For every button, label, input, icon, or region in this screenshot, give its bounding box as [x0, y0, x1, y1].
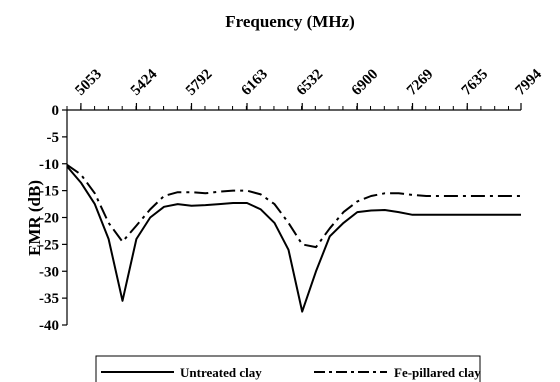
x-tick-label: 5424 [128, 66, 161, 99]
y-axis-title: EMR (dB) [25, 180, 44, 256]
x-tick-label: 6900 [349, 66, 382, 99]
x-axis-ticks: 5053 5424 5792 6163 6532 6900 7269 7635 7994 [66, 66, 546, 110]
y-tick-label: -40 [39, 318, 59, 334]
legend-label-fe-pillared-clay: Fe-pillared clay [394, 365, 481, 380]
x-tick-label: 7269 [404, 66, 437, 99]
y-axis-ticks: 0 -5 -10 -15 -20 -25 -30 -35 -40 [39, 103, 67, 334]
x-tick-label: 5053 [72, 66, 105, 99]
series-line-fe-pillared-clay [66, 163, 521, 249]
y-tick-label: -20 [39, 211, 59, 227]
y-tick-label: -5 [47, 130, 60, 146]
y-tick-label: -10 [39, 157, 59, 173]
series-line-untreated-clay [66, 165, 521, 313]
x-tick-label: 5792 [183, 66, 216, 99]
x-tick-label: 6163 [239, 66, 272, 99]
y-tick-label: -15 [39, 184, 59, 200]
y-tick-label: -35 [39, 291, 59, 307]
legend: Untreated clay Fe-pillared clay [95, 355, 481, 382]
x-tick-label: 7994 [513, 66, 546, 99]
x-tick-label: 7635 [459, 66, 492, 99]
y-tick-label: -25 [39, 237, 59, 253]
series-layer [66, 163, 521, 313]
legend-box [95, 355, 481, 382]
legend-label-untreated-clay: Untreated clay [180, 365, 262, 380]
y-tick-label: 0 [52, 103, 60, 119]
x-tick-label: 6532 [294, 66, 327, 99]
x-axis-title: Frequency (MHz) [225, 12, 355, 31]
y-tick-label: -30 [39, 264, 59, 280]
